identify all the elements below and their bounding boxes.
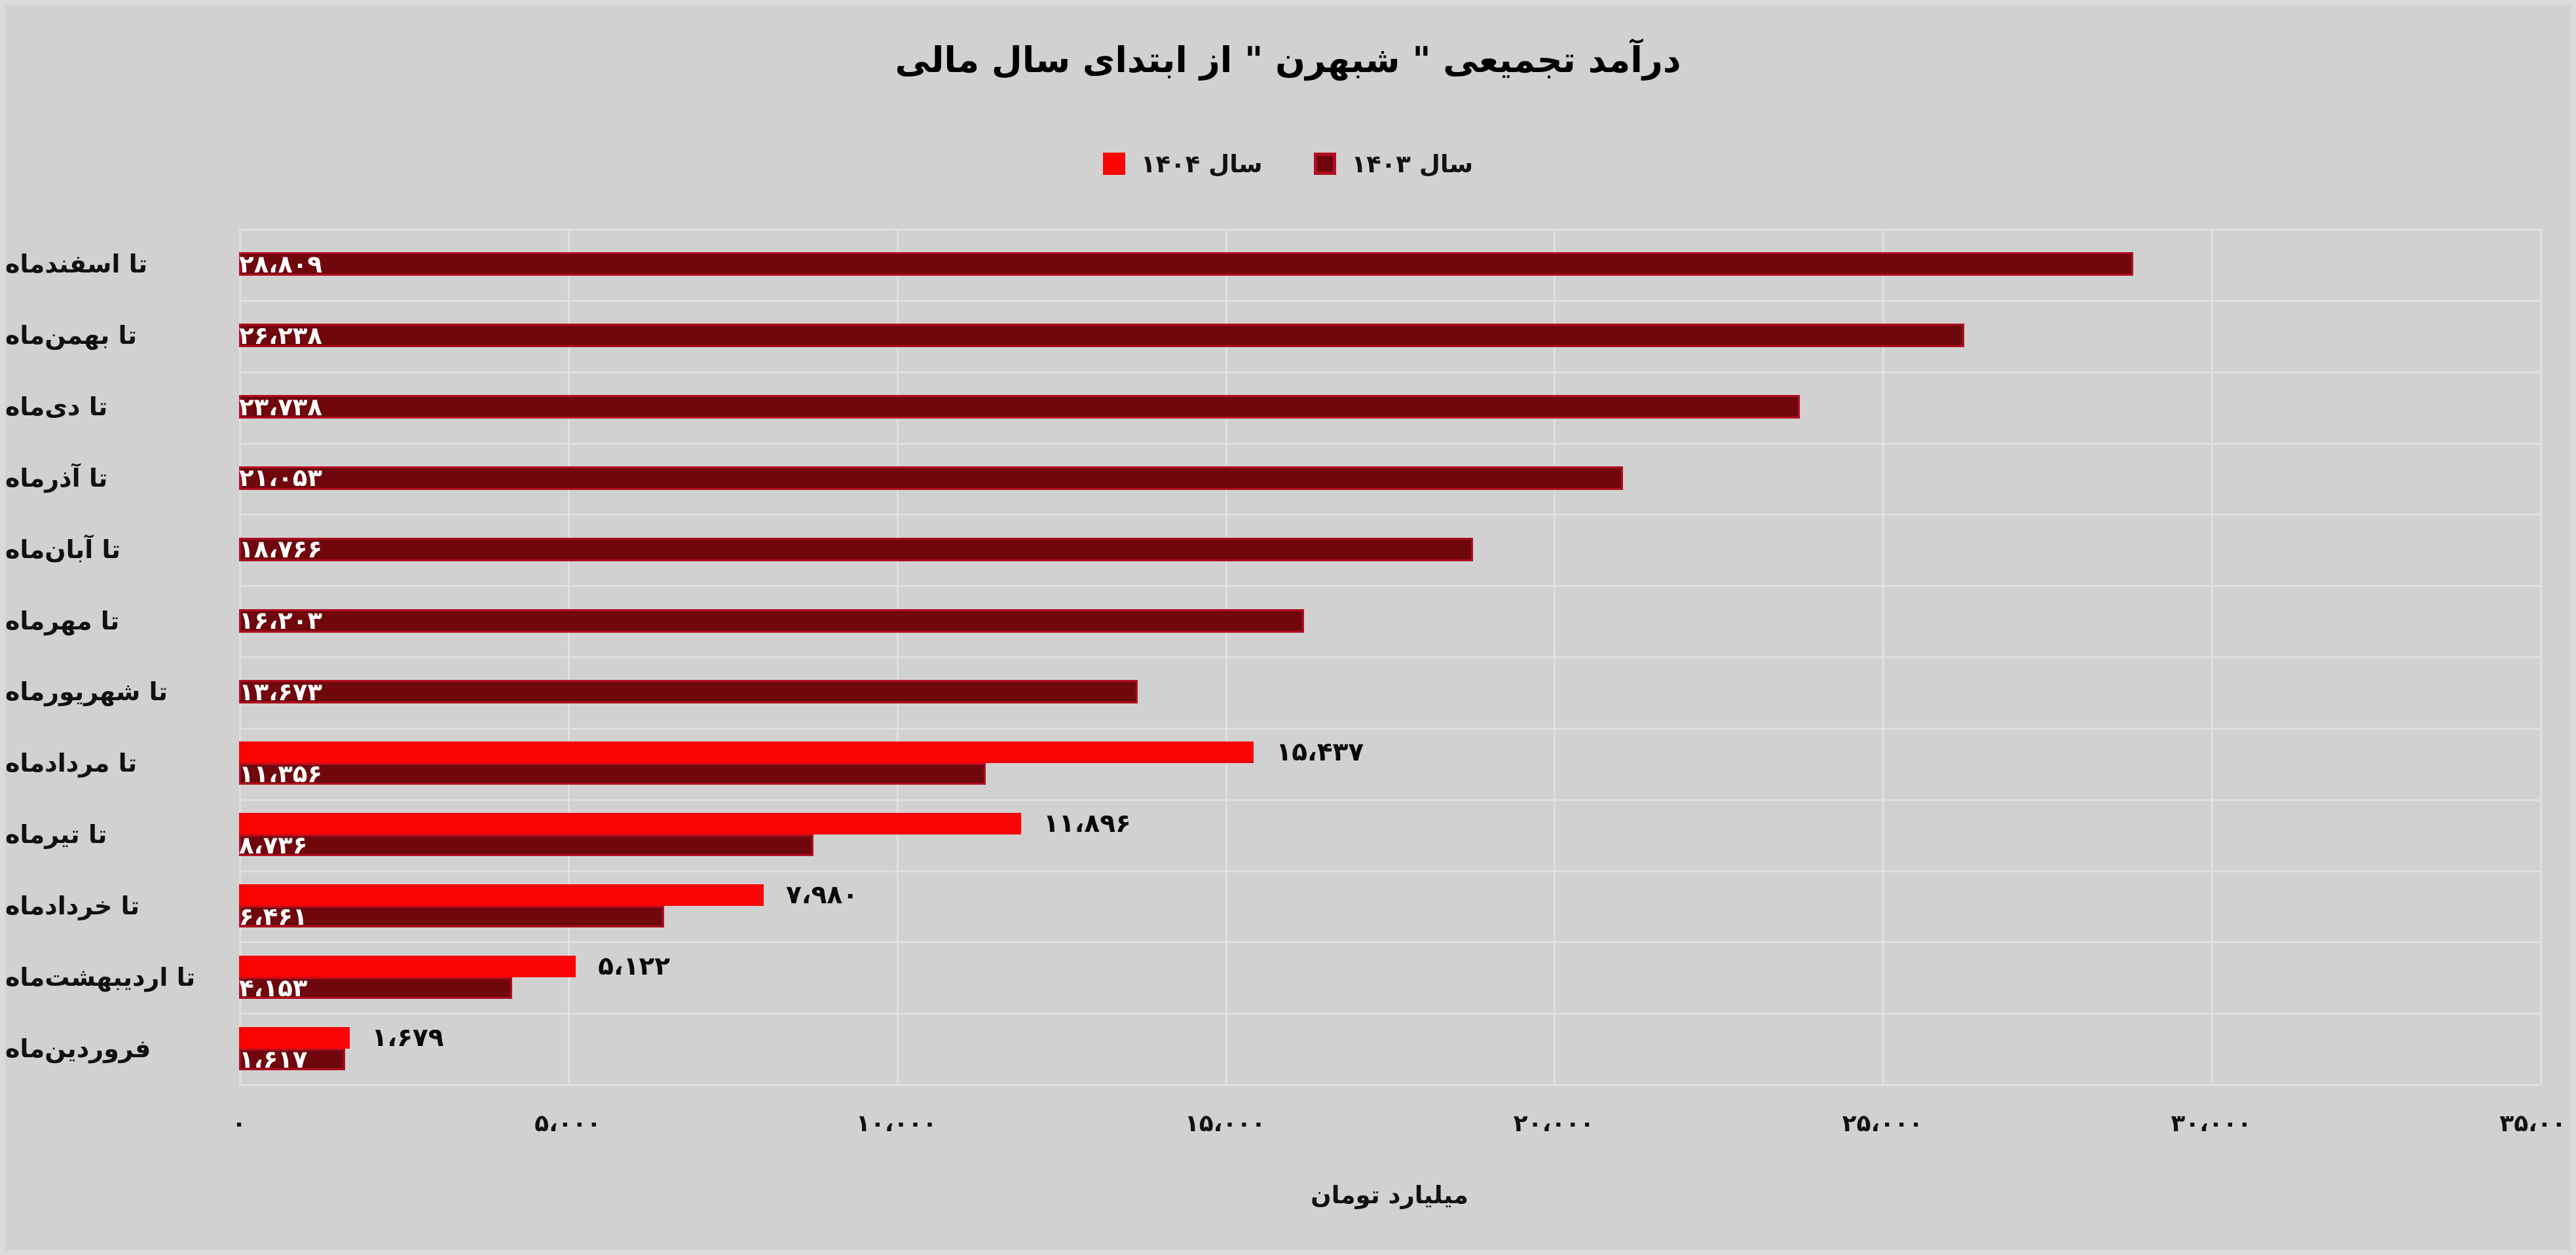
- x-axis-title: میلیارد تومان: [1311, 1181, 1468, 1209]
- bar-1403: [239, 1048, 346, 1070]
- bar-value-label-1404: ۵،۱۲۲: [598, 951, 671, 981]
- row-separator: [239, 941, 2540, 944]
- bar-value-label-1403: ۴،۱۵۳: [239, 973, 308, 1002]
- bar-value-label-1403: ۱۱،۳۵۶: [239, 760, 322, 789]
- bar-value-label-1403: ۱،۶۱۷: [239, 1045, 308, 1074]
- category-label: تا تیرماه: [5, 820, 107, 850]
- bar-value-label-1403: ۲۳،۷۳۸: [239, 392, 322, 421]
- row-separator: [239, 798, 2540, 801]
- bar-1404: [239, 884, 764, 906]
- bar-value-label-1403: ۲۱،۰۵۳: [239, 464, 322, 493]
- bar-value-label-1404: ۱۱،۸۹۶: [1043, 809, 1131, 839]
- row-separator: [239, 299, 2540, 302]
- bar-1403: [239, 324, 1964, 348]
- bar-value-label-1403: ۱۶،۲۰۳: [239, 607, 322, 635]
- category-label: فروردین‌ماه: [5, 1034, 151, 1063]
- legend-item-1403: سال ۱۴۰۳: [1313, 149, 1474, 178]
- category-label: تا اسفندماه: [5, 250, 148, 279]
- x-tick-label: ۵،۰۰۰: [534, 1110, 601, 1137]
- legend-swatch-1403-icon: [1313, 153, 1336, 175]
- row-separator: [239, 1084, 2540, 1086]
- bar-value-label-1403: ۸،۷۳۶: [239, 831, 308, 860]
- row-separator: [239, 870, 2540, 872]
- bar-1403: [239, 977, 512, 999]
- category-label: تا شهریورماه: [5, 677, 168, 707]
- category-label: تا آبان‌ماه: [5, 534, 121, 564]
- bar-1404: [239, 741, 1254, 764]
- x-tick-label: ۳۰،۰۰۰: [2171, 1110, 2252, 1137]
- row-separator: [239, 585, 2540, 588]
- row-separator: [239, 656, 2540, 658]
- legend-swatch-1404-icon: [1102, 153, 1125, 175]
- bar-value-label-1403: ۲۸،۸۰۹: [239, 250, 322, 278]
- category-label: تا خردادماه: [5, 891, 140, 920]
- legend-item-1404: سال ۱۴۰۴: [1102, 149, 1263, 178]
- bar-1404: [239, 955, 576, 977]
- bar-1404: [239, 1026, 350, 1049]
- category-label: تا آذرماه: [5, 463, 108, 493]
- x-tick-label: ۱۰،۰۰۰: [855, 1110, 937, 1137]
- row-separator: [239, 514, 2540, 516]
- category-label: تا مهرماه: [5, 606, 120, 635]
- bar-1404: [239, 813, 1021, 835]
- row-separator: [239, 442, 2540, 445]
- bar-value-label-1404: ۷،۹۸۰: [786, 880, 859, 910]
- x-tick-label: ۲۰،۰۰۰: [1513, 1110, 1595, 1137]
- x-tick-label: ۳۵،۰۰۰: [2499, 1110, 2576, 1137]
- bar-1403: [239, 905, 664, 927]
- bar-1403: [239, 252, 2133, 276]
- row-separator: [239, 1013, 2540, 1015]
- bar-1403: [239, 834, 813, 857]
- x-tick-label: ۲۵،۰۰۰: [1842, 1110, 1924, 1137]
- bar-1403: [239, 763, 986, 785]
- bar-1403: [239, 395, 1800, 419]
- row-separator: [239, 371, 2540, 373]
- bar-value-label-1403: ۱۳،۶۷۳: [239, 677, 322, 706]
- row-separator: [239, 229, 2540, 231]
- plot-area: ۲۸،۸۰۹ ۲۶،۲۳۸ ۲۳،۷۳۸ ۲۱،۰۵۳ ۱۸،۷۶۶ ۱۶،۲۰۳ ۱۳،۶…: [239, 229, 2542, 1086]
- bar-value-label-1403: ۲۶،۲۳۸: [239, 321, 322, 350]
- bar-1403: [239, 537, 1473, 561]
- chart-title: درآمد تجمیعی " شبهرن " از ابتدای سال مال…: [895, 39, 1681, 81]
- legend-label-1404: سال ۱۴۰۴: [1140, 149, 1263, 178]
- gridline: [2540, 229, 2542, 1084]
- legend-label-1403: سال ۱۴۰۳: [1351, 149, 1474, 178]
- bar-1403: [239, 680, 1138, 704]
- legend: سال ۱۴۰۴ سال ۱۴۰۳: [5, 144, 2571, 183]
- category-label: تا دی‌ماه: [5, 392, 108, 422]
- bar-1403: [239, 466, 1624, 490]
- bar-value-label-1404: ۱۵،۴۳۷: [1276, 738, 1364, 768]
- category-label: تا اردیبهشت‌ماه: [5, 962, 196, 992]
- category-label: تا بهمن‌ماه: [5, 321, 138, 350]
- bar-value-label-1404: ۱،۶۷۹: [371, 1022, 444, 1053]
- bar-1403: [239, 609, 1305, 633]
- row-separator: [239, 727, 2540, 730]
- bar-value-label-1403: ۶،۴۶۱: [239, 902, 308, 931]
- category-label: تا مردادماه: [5, 749, 138, 778]
- x-tick-label: ۱۵،۰۰۰: [1184, 1110, 1266, 1137]
- bar-value-label-1403: ۱۸،۷۶۶: [239, 535, 322, 564]
- x-tick-label: ۰: [232, 1110, 246, 1137]
